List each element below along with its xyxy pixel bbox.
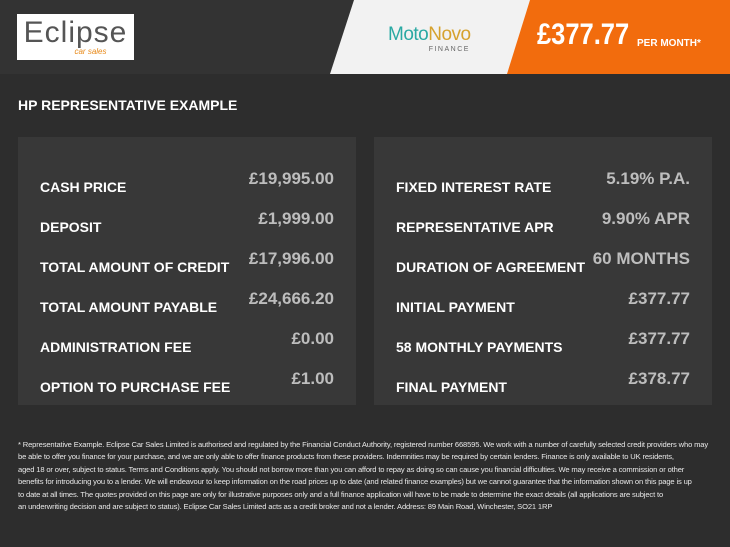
finance-row: ADMINISTRATION FEE £0.00 xyxy=(40,329,334,355)
finance-row: REPRESENTATIVE APR 9.90% APR xyxy=(396,209,690,235)
dealer-logo[interactable]: Eclipse car sales xyxy=(17,14,134,60)
per-month-label: PER MONTH* xyxy=(637,38,701,49)
left-finance-panel: CASH PRICE £19,995.00 DEPOSIT £1,999.00 TO… xyxy=(18,137,356,405)
page-title: HP REPRESENTATIVE EXAMPLE xyxy=(18,97,238,113)
finance-row: OPTION TO PURCHASE FEE £1.00 xyxy=(40,369,334,395)
finance-provider-logo: MotoNovo FINANCE xyxy=(388,24,471,53)
finance-row: TOTAL AMOUNT PAYABLE £24,666.20 xyxy=(40,289,334,315)
monthly-price: £377.77 xyxy=(537,18,630,51)
disclaimer: * Representative Example. Eclipse Car Sa… xyxy=(18,440,708,512)
finance-row: INITIAL PAYMENT £377.77 xyxy=(396,289,690,315)
finance-row: FINAL PAYMENT £378.77 xyxy=(396,369,690,395)
finance-logo-background xyxy=(330,0,535,74)
header: Eclipse car sales MotoNovo FINANCE £377.… xyxy=(0,0,730,74)
finance-row: CASH PRICE £19,995.00 xyxy=(40,169,334,195)
finance-row: DEPOSIT £1,999.00 xyxy=(40,209,334,235)
finance-row: FIXED INTEREST RATE 5.19% P.A. xyxy=(396,169,690,195)
right-finance-panel: FIXED INTEREST RATE 5.19% P.A. REPRESENTA… xyxy=(374,137,712,405)
price-banner xyxy=(507,0,730,74)
finance-row: 58 MONTHLY PAYMENTS £377.77 xyxy=(396,329,690,355)
finance-row: TOTAL AMOUNT OF CREDIT £17,996.00 xyxy=(40,249,334,275)
finance-row: DURATION OF AGREEMENT 60 MONTHS xyxy=(396,249,690,275)
